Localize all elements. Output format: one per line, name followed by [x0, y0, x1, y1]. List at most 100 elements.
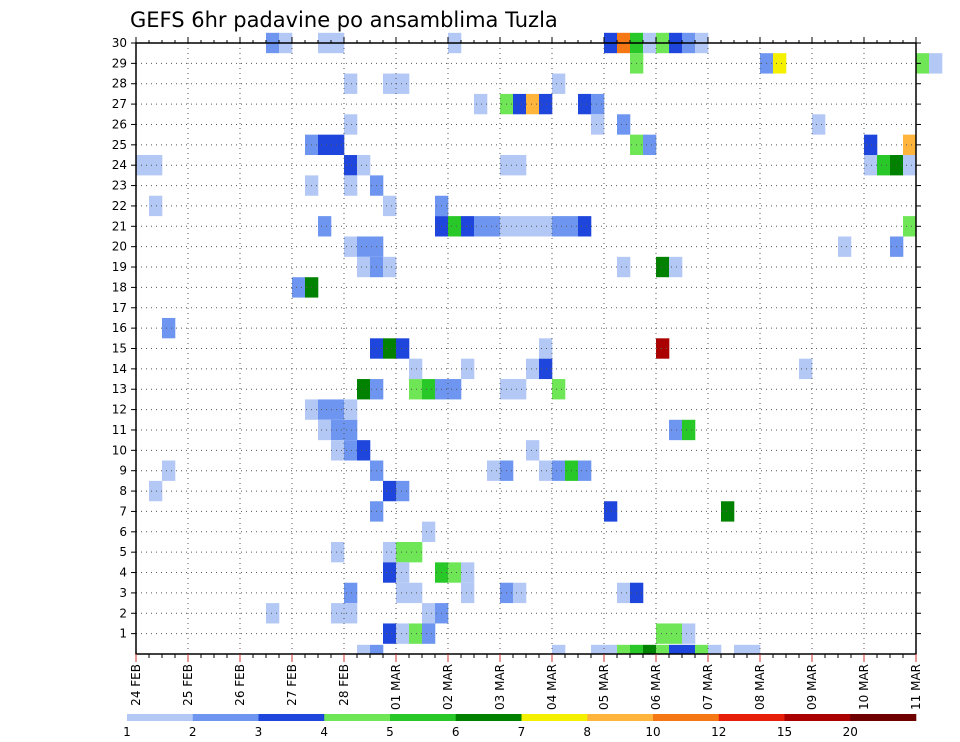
y-tick-label: 20: [112, 240, 127, 254]
x-tick-label: 01 MAR: [389, 664, 403, 710]
colorbar-label: 6: [452, 725, 460, 739]
heatmap-cell: [396, 623, 410, 644]
heatmap-cell: [578, 93, 592, 115]
heatmap-cell: [903, 155, 917, 176]
heatmap-cell: [682, 623, 696, 644]
heatmap-cell: [331, 399, 345, 420]
x-tick-label: 26 FEB: [233, 664, 247, 706]
heatmap-cell: [383, 338, 397, 359]
heatmap-cell: [266, 603, 280, 624]
heatmap-cell: [344, 440, 358, 461]
heatmap-cell: [617, 114, 631, 135]
y-tick-label: 2: [119, 606, 127, 620]
heatmap-cell: [526, 93, 540, 115]
heatmap-cell: [903, 216, 917, 237]
y-tick-label: 3: [119, 586, 127, 600]
y-tick-label: 15: [112, 342, 127, 356]
heatmap-cell: [812, 114, 826, 135]
colorbar-swatch: [653, 714, 720, 721]
heatmap-cell: [539, 93, 553, 115]
heatmap-cell: [539, 338, 553, 359]
x-tick-label: 08 MAR: [753, 664, 767, 710]
heatmap-cell: [409, 379, 423, 400]
heatmap-cell: [656, 338, 670, 359]
heatmap-cell: [396, 73, 410, 94]
heatmap-cell: [396, 562, 410, 583]
heatmap-cell: [513, 216, 527, 237]
heatmap-cell: [682, 644, 696, 654]
x-tick-label: 03 MAR: [493, 664, 507, 710]
heatmap-cell: [162, 317, 176, 339]
heatmap-cell: [331, 419, 345, 441]
y-tick-label: 11: [112, 423, 127, 437]
heatmap-cell: [318, 419, 332, 441]
heatmap-cell: [864, 155, 878, 176]
y-tick-label: 16: [112, 321, 127, 335]
y-tick-label: 25: [112, 138, 127, 152]
heatmap-cell: [669, 623, 683, 644]
heatmap-cell: [617, 256, 631, 278]
colorbar-swatch: [390, 714, 457, 721]
x-axis: 24 FEB 25 FEB 26 FEB 27 FEB 28 FEB 01 MAR 02 M…: [129, 37, 923, 710]
heatmap-cell: [747, 644, 761, 654]
x-tick-label: 06 MAR: [649, 664, 663, 710]
y-tick-label: 14: [112, 362, 127, 376]
heatmap-cell: [318, 399, 332, 420]
heatmap-cell: [422, 521, 436, 542]
y-tick-label: 12: [112, 403, 127, 417]
y-tick-label: 6: [119, 525, 127, 539]
heatmap-cell: [487, 216, 501, 237]
heatmap-cell: [877, 155, 891, 176]
heatmap-cell: [552, 216, 566, 237]
colorbar-label: 8: [583, 725, 591, 739]
heatmap-cell: [344, 419, 358, 441]
colorbar-swatch: [587, 714, 654, 721]
heatmap-cell: [539, 460, 553, 481]
heatmap-cell: [422, 379, 436, 400]
heatmap-cell: [357, 256, 371, 278]
colorbar-swatch: [192, 714, 259, 721]
heatmap-cell: [383, 256, 397, 278]
colorbar-swatch: [324, 714, 391, 721]
heatmap-cell: [344, 114, 358, 135]
heatmap-cell: [838, 236, 852, 257]
heatmap-cell: [617, 644, 631, 654]
heatmap-cell: [539, 358, 553, 380]
heatmap-cell: [331, 541, 345, 563]
y-tick-label: 19: [112, 260, 127, 274]
heatmap-cell: [344, 603, 358, 624]
colorbar-swatch: [127, 714, 194, 721]
colorbar-swatch: [521, 714, 588, 721]
heatmap-cell: [396, 582, 410, 604]
heatmap-cell: [149, 195, 163, 217]
heatmap-cell: [396, 541, 410, 563]
colorbar-swatch: [455, 714, 522, 721]
heatmap-cell: [331, 603, 345, 624]
heatmap-cell: [929, 53, 943, 74]
x-tick-label: 24 FEB: [129, 664, 143, 706]
heatmap-cell: [617, 582, 631, 604]
heatmap-cell: [292, 277, 306, 298]
heatmap-cell: [357, 236, 371, 257]
heatmap-cell: [318, 134, 332, 156]
heatmap-cell: [461, 358, 475, 380]
heatmap-cell: [357, 379, 371, 400]
heatmap-cell: [409, 582, 423, 604]
heatmap-cell: [643, 644, 657, 654]
x-tick-label: 04 MAR: [545, 664, 559, 710]
x-tick-label: 10 MAR: [857, 664, 871, 710]
colorbar-label: 4: [320, 725, 328, 739]
heatmap-cell: [461, 216, 475, 237]
y-tick-label: 17: [112, 301, 127, 315]
y-tick-label: 7: [119, 504, 127, 518]
heatmap-cell: [396, 338, 410, 359]
heatmap-cell: [344, 236, 358, 257]
heatmap-cell: [513, 582, 527, 604]
heatmap-cell: [656, 623, 670, 644]
y-tick-label: 5: [119, 545, 127, 559]
y-tick-label: 9: [119, 464, 127, 478]
heatmap-cell: [708, 644, 722, 654]
colorbar-label: 5: [386, 725, 394, 739]
heatmap-cell: [461, 582, 475, 604]
colorbar-label: 3: [255, 725, 263, 739]
